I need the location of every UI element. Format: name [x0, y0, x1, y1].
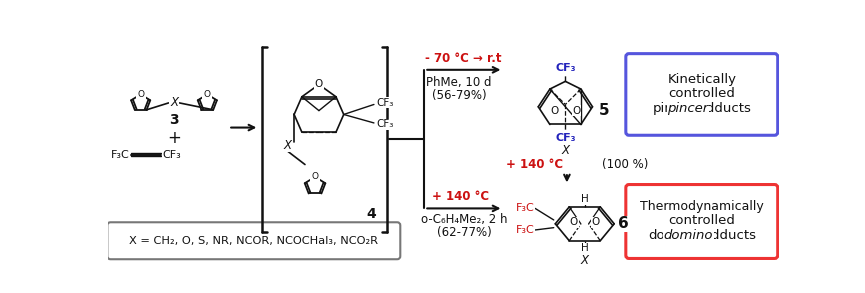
Text: pincer-adducts: pincer-adducts — [652, 102, 751, 115]
FancyBboxPatch shape — [625, 54, 778, 135]
Text: X: X — [580, 254, 589, 267]
Text: O: O — [204, 90, 211, 99]
Text: H: H — [581, 243, 588, 253]
Text: pincer: pincer — [668, 102, 708, 115]
Text: F₃C: F₃C — [516, 225, 535, 235]
Text: PhMe, 10 d: PhMe, 10 d — [426, 76, 492, 89]
Text: X = CH₂, O, S, NR, NCOR, NCOCHal₃, NCO₂R: X = CH₂, O, S, NR, NCOR, NCOCHal₃, NCO₂R — [130, 236, 378, 246]
Text: Kinetically: Kinetically — [667, 73, 736, 86]
FancyBboxPatch shape — [625, 185, 778, 258]
Text: 4: 4 — [367, 207, 376, 221]
Text: (62-77%): (62-77%) — [437, 226, 492, 239]
Text: F₃C: F₃C — [516, 203, 535, 213]
Text: domino-adducts: domino-adducts — [648, 229, 756, 242]
Text: O: O — [550, 105, 559, 116]
Text: H: H — [581, 194, 588, 204]
Text: X: X — [170, 96, 178, 109]
Text: (56-79%): (56-79%) — [432, 89, 486, 102]
Text: +: + — [167, 129, 181, 146]
Text: controlled: controlled — [669, 87, 735, 100]
Text: O: O — [138, 90, 144, 99]
Text: X: X — [561, 144, 569, 157]
Text: X: X — [284, 139, 292, 152]
Text: domino: domino — [663, 229, 713, 242]
Text: O: O — [315, 79, 323, 89]
Text: O: O — [570, 217, 578, 227]
Text: 6: 6 — [618, 216, 629, 231]
FancyBboxPatch shape — [107, 222, 400, 259]
Text: CF₃: CF₃ — [555, 63, 575, 73]
Text: O: O — [572, 105, 580, 116]
Text: O: O — [592, 217, 599, 227]
Text: 5: 5 — [599, 103, 610, 118]
Text: - 70 °C → r.t: - 70 °C → r.t — [425, 52, 502, 65]
Text: CF₃: CF₃ — [555, 132, 575, 143]
Text: F₃C: F₃C — [111, 149, 130, 159]
Text: CF₃: CF₃ — [376, 98, 394, 108]
Text: Thermodynamically: Thermodynamically — [640, 200, 764, 213]
Text: (100 %): (100 %) — [602, 158, 648, 171]
Text: O: O — [311, 172, 318, 181]
Text: CF₃: CF₃ — [163, 149, 181, 159]
Text: + 140 °C: + 140 °C — [506, 158, 563, 171]
Text: controlled: controlled — [669, 214, 735, 227]
Text: 3: 3 — [170, 113, 179, 127]
Text: + 140 °C: + 140 °C — [432, 190, 490, 203]
Text: CF₃: CF₃ — [376, 120, 394, 130]
Text: o-C₆H₄Me₂, 2 h: o-C₆H₄Me₂, 2 h — [421, 214, 508, 226]
